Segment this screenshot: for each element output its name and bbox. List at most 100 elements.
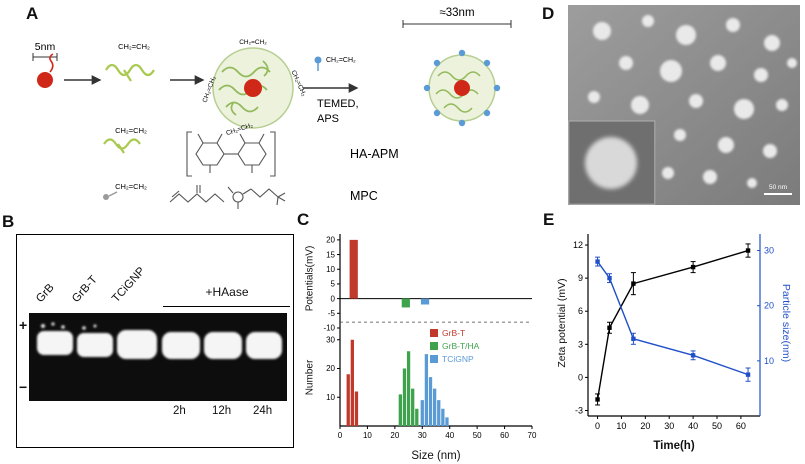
data-marker: [595, 397, 600, 402]
scale-bar-label: 50 nm: [769, 184, 787, 191]
c-bottom-ylabel: Number: [304, 359, 316, 396]
mpc-corona-dots: [423, 49, 501, 127]
scale-33nm-bracket: [402, 20, 512, 28]
e-ytick-label: -3: [575, 405, 583, 415]
gel-panel: GrB GrB-T TCiGNP +HAase + − 2h 12h 24: [16, 234, 294, 448]
e-xlabel: Time(h): [653, 440, 695, 452]
data-marker: [595, 259, 600, 264]
time-course-chart: 0 10 20 30 40 50 60 -3 0 3 6 9 12 10 20 30: [573, 234, 774, 431]
gel-band: [77, 333, 113, 357]
gel-band: [117, 330, 157, 359]
c-hist-bar: [354, 391, 359, 426]
data-marker: [745, 248, 751, 253]
monomer-label: CH₂=CH₂: [118, 42, 150, 51]
legend-label: GrB-T: [442, 328, 466, 338]
e-xtick-label: 20: [640, 421, 650, 431]
e-xtick-label: 10: [616, 421, 626, 431]
data-marker: [631, 281, 636, 286]
mpc-label: MPC: [350, 189, 378, 203]
gel-band: [162, 332, 200, 359]
data-marker: [631, 336, 636, 341]
e-xtick-label: 40: [688, 421, 698, 431]
panel-label-e: E: [543, 210, 555, 229]
ha-apm-structure: [186, 131, 276, 177]
c-ytick-label: -10: [323, 324, 335, 333]
c-hist-bar: [432, 388, 437, 426]
e-ytick-label: 6: [578, 306, 583, 316]
c-hist-bar: [424, 354, 429, 426]
timepoint-12h: 12h: [212, 405, 232, 417]
haase-underline: [163, 306, 290, 307]
c-hist-bar: [441, 408, 445, 426]
c-hist-bar: [406, 351, 411, 426]
c-hist-bar: [398, 394, 402, 426]
size-potential-chart-panel: 20 15 10 5 0 -5 -10 10 20 30 0 10 20 30 40 50 60 70 Poten…: [294, 210, 546, 464]
crosslinked-nanogel: CH₂=CH₂ CH₂=CH₂ CH₂=CH₂ CH₂=CH₂: [202, 39, 308, 137]
time-course-chart-panel: 0 10 20 30 40 50 60 -3 0 3 6 9 12 10 20 30 Zeta potenti…: [540, 208, 805, 464]
c-hist-bar: [437, 400, 441, 426]
c-xtick-label: 20: [390, 431, 399, 440]
c-ytick-label: -5: [328, 309, 336, 318]
data-marker: [690, 353, 696, 358]
tem-inset: [568, 120, 656, 205]
gel-bands: [37, 330, 282, 359]
gel-band: [37, 331, 73, 355]
gel-image: [29, 313, 287, 401]
monomer-label: CH₂=CH₂: [115, 126, 147, 135]
e-ytick-label: 30: [764, 246, 774, 256]
c-xtick-label: 70: [528, 431, 537, 440]
panel-label-b: B: [2, 212, 15, 231]
c-ytick-label: 30: [326, 335, 335, 344]
panel-label-c: C: [297, 210, 310, 229]
e-ytick-label: 10: [764, 356, 774, 366]
legend-item: TCiGNP: [430, 354, 479, 364]
e-xtick-label: 60: [736, 421, 746, 431]
panel-label-a: A: [26, 4, 39, 23]
final-nanoparticle: [423, 49, 501, 127]
e-left-ylabel: Zeta potential (mV): [556, 278, 568, 368]
grb-particle: [37, 72, 53, 88]
gel-band: [246, 332, 282, 359]
monomer-label: CH₂=CH₂: [115, 182, 147, 191]
mpc-monomer-small: [103, 191, 118, 200]
lane-label-grb-t: GrB-T: [70, 273, 100, 305]
e-ytick-label: 20: [764, 301, 774, 311]
c-xtick-label: 30: [418, 431, 427, 440]
timepoint-2h: 2h: [173, 405, 186, 417]
scale-5nm-label: 5nm: [35, 41, 56, 53]
tem-image-panel: 50 nm: [568, 5, 800, 205]
c-hist-bar: [346, 374, 350, 426]
e-ytick-label: 3: [578, 339, 583, 349]
ha-apm-chain-small: [103, 138, 141, 154]
c-potential-bar: [401, 298, 410, 308]
c-ytick-label: 10: [326, 393, 335, 402]
e-ytick-label: 12: [573, 240, 583, 250]
data-marker: [607, 325, 612, 330]
data-marker: [690, 264, 696, 270]
c-ytick-label: 5: [331, 280, 336, 289]
mpc-structure: [169, 185, 286, 209]
series-line: [596, 261, 749, 376]
c-potential-bar: [420, 298, 430, 305]
c-ytick-label: 20: [326, 364, 335, 373]
e-xtick-label: 30: [664, 421, 674, 431]
panel-label-d: D: [542, 4, 555, 23]
c-ytick-label: 20: [326, 236, 335, 245]
e-xtick-label: 50: [712, 421, 722, 431]
e-ytick-label: 0: [578, 372, 583, 382]
series-line: [596, 249, 749, 400]
lane-label-tcignp: TCiGNP: [110, 265, 148, 305]
c-hist-bar: [402, 368, 407, 426]
c-xtick-label: 0: [338, 431, 343, 440]
gel-band-speckles: [41, 322, 97, 330]
c-xtick-label: 40: [445, 431, 454, 440]
c-ytick-label: 10: [326, 265, 335, 274]
scale-33nm-label: ≈33nm: [439, 7, 474, 19]
gel-band: [204, 332, 242, 359]
gel-background: [29, 313, 287, 401]
legend-swatch: [430, 329, 438, 337]
c-ytick-label: 0: [331, 294, 336, 303]
e-xtick-label: 0: [595, 421, 600, 431]
c-legend: GrB-T GrB-T/HA TCiGNP: [430, 328, 479, 364]
